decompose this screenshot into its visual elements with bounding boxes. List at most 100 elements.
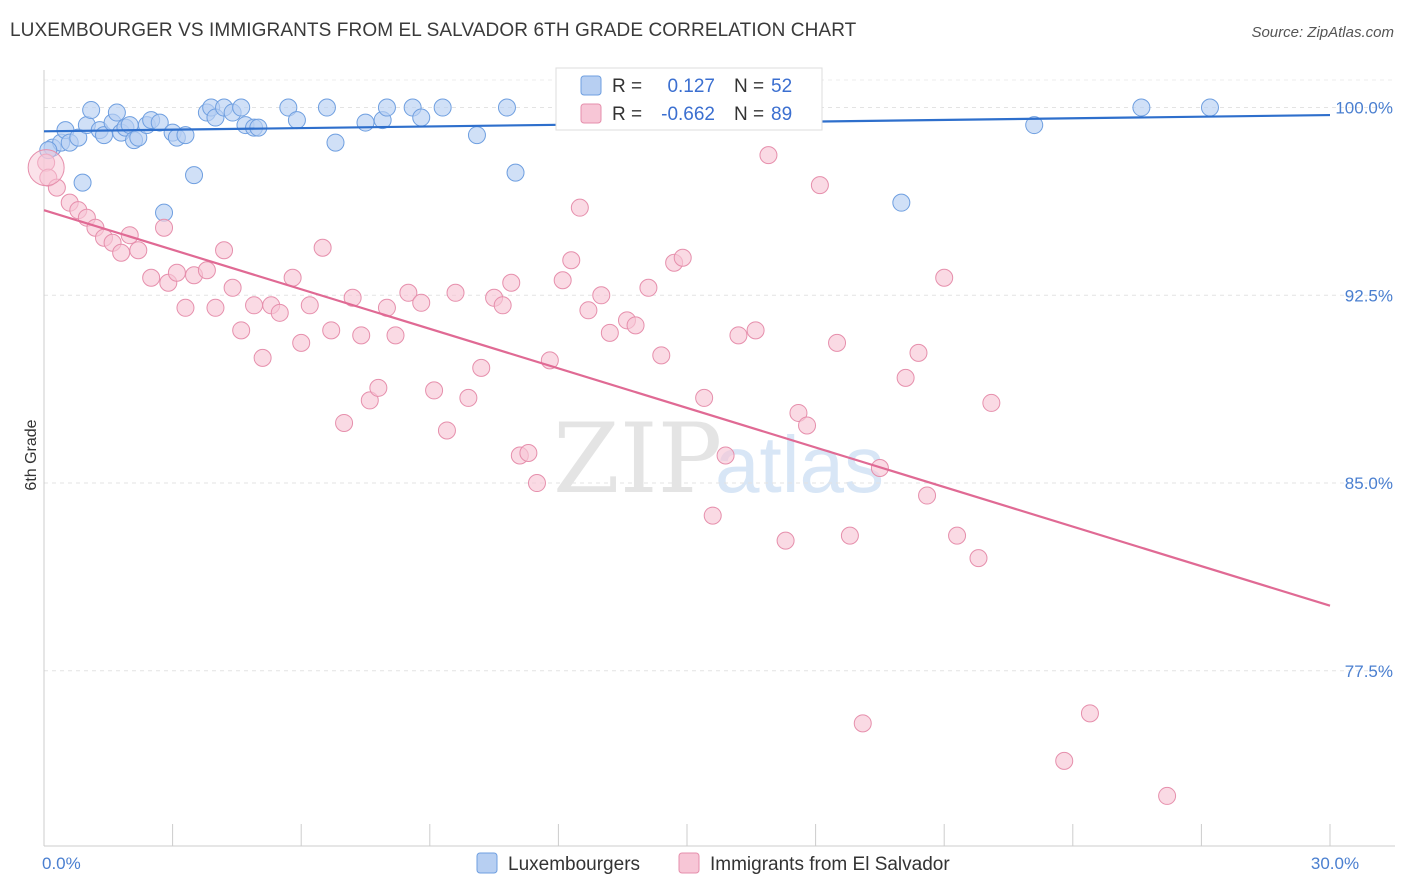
legend-n-label-2: N = [734,104,764,125]
el-salvador-point [1080,704,1099,723]
el-salvador-point [639,278,658,297]
el-salvador-point [695,388,714,407]
grid-lines [44,79,1395,672]
el-salvador-point [592,286,611,305]
el-salvador-point [828,333,847,352]
luxembourger-point [467,126,486,145]
el-salvador-point [245,296,264,315]
el-salvador-point [142,268,161,287]
el-salvador-point [155,218,174,237]
el-salvador-point [918,486,937,505]
y-axis-label: 6th Grade [23,419,40,490]
el-salvador-point [789,403,808,422]
y-tick-labels: 100.0% 92.5% 85.0% 77.5% [1335,99,1393,681]
y-tick-label: 100.0% [1335,99,1393,118]
el-salvador-point [759,146,778,165]
el-salvador-point [112,243,131,262]
el-salvador-point [502,273,521,292]
axes [43,70,1395,847]
luxembourger-point [150,113,169,132]
luxembourger-point [176,126,195,145]
el-salvador-point [519,443,538,462]
el-salvador-point [206,298,225,317]
legend-n-value-1: 52 [771,76,792,97]
luxembourger-point [317,98,336,117]
series-swatch-el-salvador [678,852,700,874]
el-salvador-point [948,526,967,545]
luxembourger-point [73,173,92,192]
el-salvador-point [579,301,598,320]
correlation-legend: R = 0.127 N = 52 R = -0.662 N = 89 [555,67,823,131]
luxembourger-point [506,163,525,182]
legend-n-value-2: 89 [771,104,792,125]
el-salvador-point [909,343,928,362]
legend-swatch-el-salvador [580,103,602,124]
legend-r-label-2: R = [612,104,642,125]
x-tick-label: 0.0% [42,854,81,873]
el-salvador-point [553,271,572,290]
el-salvador-point [399,283,418,302]
luxembourger-point [412,108,431,127]
luxembourger-point [107,103,126,122]
luxembourger-point [356,113,375,132]
luxembourger-point [155,203,174,222]
el-salvador-point [167,263,186,282]
el-salvador-point [352,326,371,345]
el-salvador-point [652,346,671,365]
el-salvador-point [360,391,379,410]
y-tick-label: 92.5% [1345,286,1393,305]
legend-r-value-1: 0.127 [667,76,715,97]
series-label-el-salvador: Immigrants from El Salvador [710,854,950,875]
el-salvador-point [673,248,692,267]
el-salvador-point [969,549,988,568]
el-salvador-point [626,316,645,335]
series-legend: Luxembourgers Immigrants from El Salvado… [476,852,950,875]
el-salvador-point [982,393,1001,412]
x-tick-labels: 0.0% 30.0% [42,854,1359,873]
el-salvador-point [300,296,319,315]
el-salvador-point [703,506,722,525]
watermark-atlas: atlas [715,420,884,509]
luxembourger-point [185,166,204,185]
el-salvador-point [176,298,195,317]
el-salvador-point [562,251,581,270]
el-salvador-point [292,333,311,352]
el-salvador-point [253,348,272,367]
chart-title: LUXEMBOURGER VS IMMIGRANTS FROM EL SALVA… [10,20,857,41]
luxembourger-point [69,128,88,147]
el-salvador-point [493,296,512,315]
el-salvador-point [343,288,362,307]
series-label-luxembourgers: Luxembourgers [508,854,640,875]
y-tick-label: 85.0% [1345,474,1393,493]
luxembourger-point [433,98,452,117]
el-salvador-point [746,321,765,340]
el-salvador-point [197,261,216,280]
el-salvador-trend-line [43,209,1331,607]
el-salvador-point [232,321,251,340]
el-salvador-point [776,531,795,550]
el-salvador-point [223,278,242,297]
luxembourger-point [287,111,306,130]
legend-r-label-1: R = [612,76,642,97]
legend-n-label-1: N = [734,76,764,97]
watermark-zip: ZIP [553,403,722,515]
el-salvador-point [729,326,748,345]
luxembourger-point [279,98,298,117]
el-salvador-point [527,474,546,493]
el-salvador-point [120,226,139,245]
watermark: ZIP atlas [553,403,884,515]
el-salvador-point [412,293,431,312]
el-salvador-point [425,381,444,400]
el-salvador-point [935,268,954,287]
el-salvador-point [1158,786,1177,805]
el-salvador-point [27,149,65,187]
luxembourger-point [82,101,101,120]
el-salvador-point [459,388,478,407]
el-salvador-point [386,326,405,345]
el-salvador-point [369,378,388,397]
luxembourger-point [377,98,396,117]
el-salvador-point [798,416,817,435]
el-salvador-point [1055,751,1074,770]
el-salvador-point [810,176,829,195]
